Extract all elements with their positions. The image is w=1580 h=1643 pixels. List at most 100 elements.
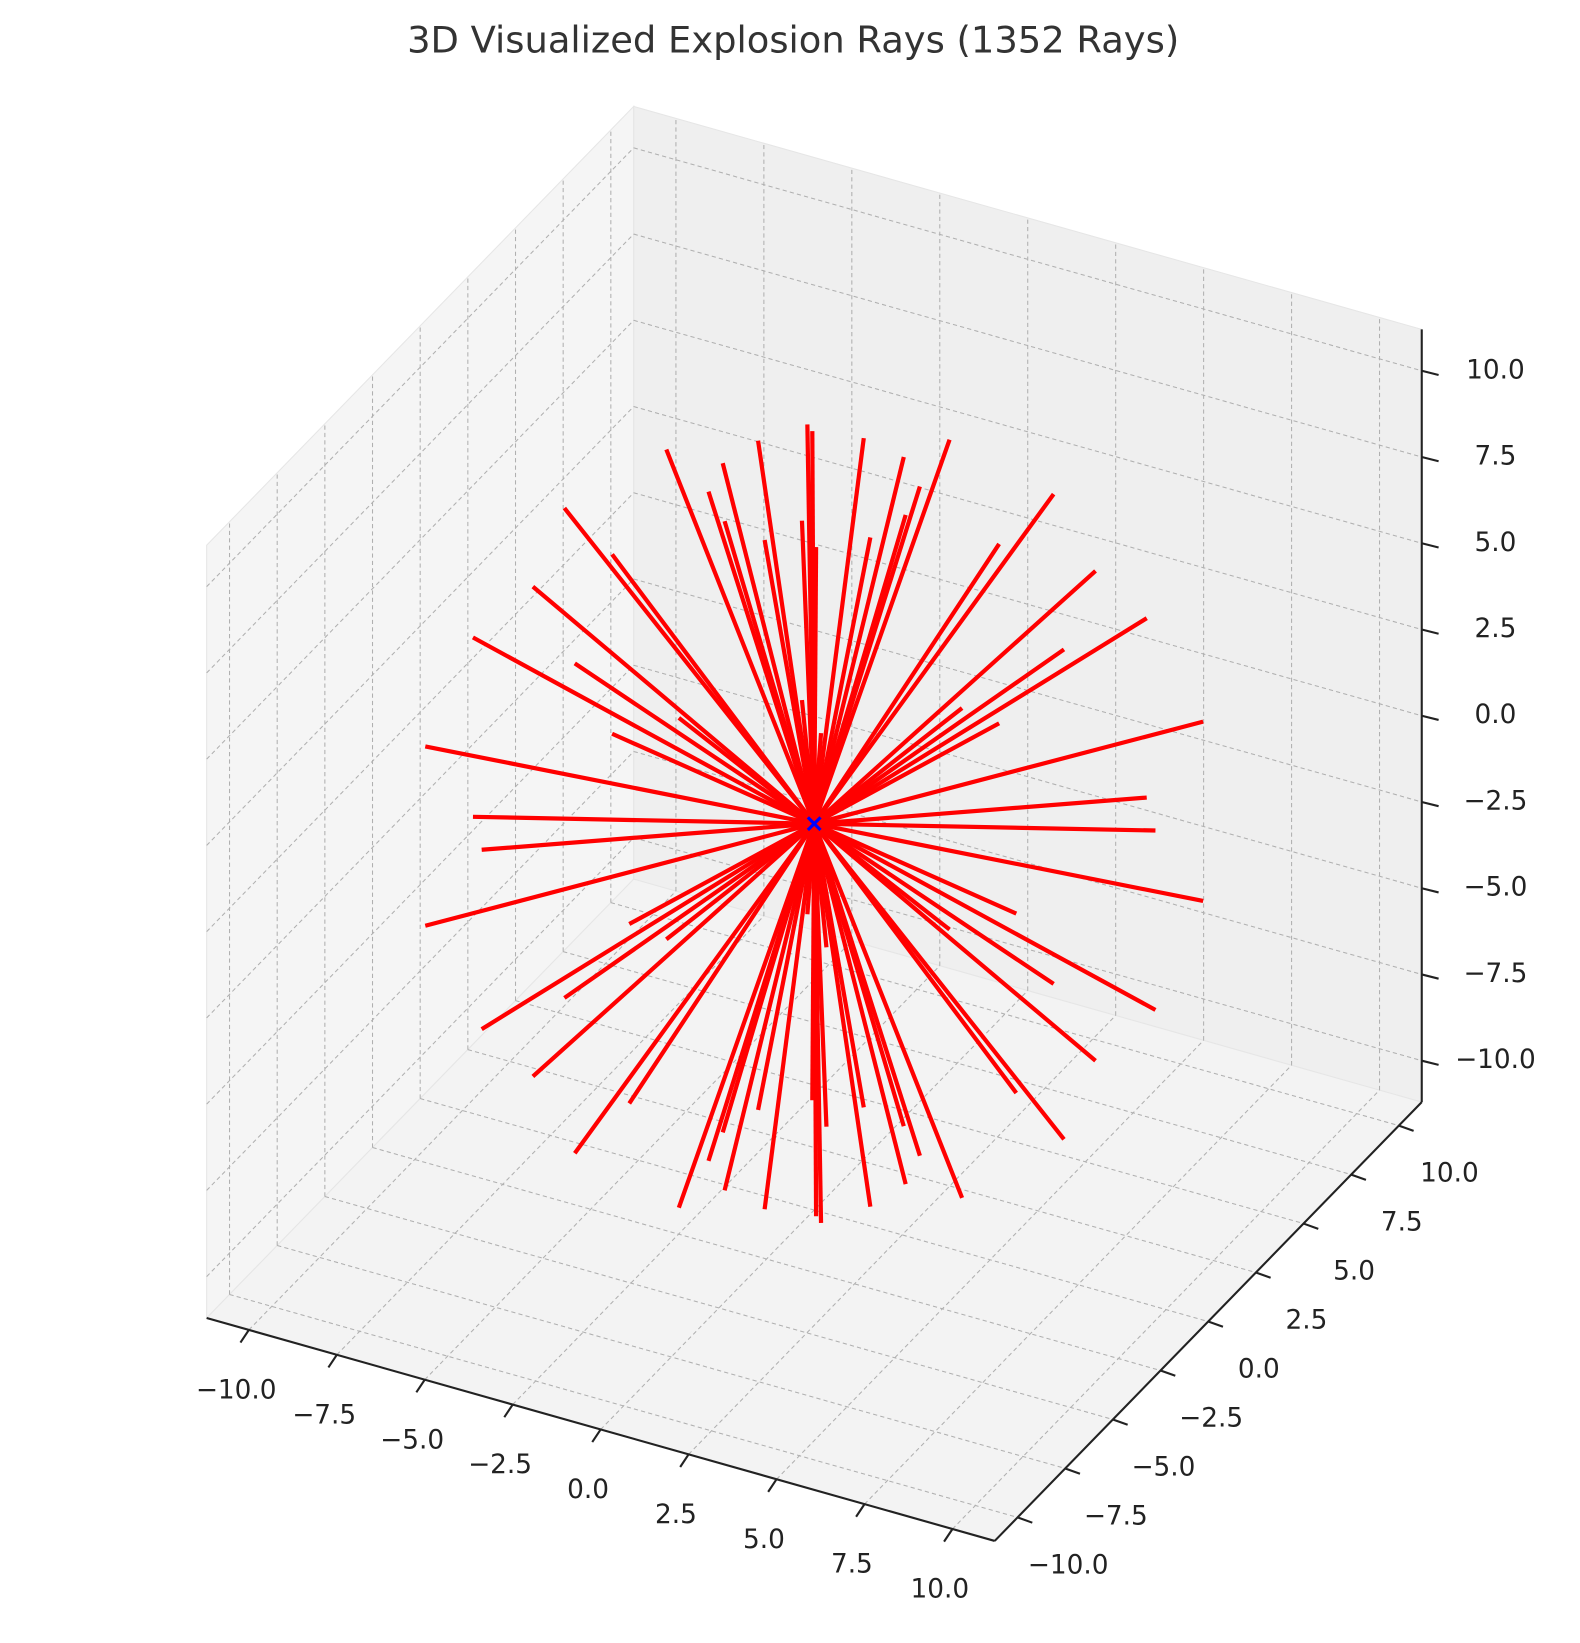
ray [664, 448, 817, 825]
ray [812, 569, 1097, 826]
ray [573, 822, 816, 1155]
grid-line [206, 578, 635, 1019]
z-tick-label: 10.0 [1466, 355, 1525, 385]
x-tick [503, 1403, 514, 1418]
z-tick-label: 2.5 [1475, 614, 1517, 644]
x-tick-label: −7.5 [292, 1400, 356, 1430]
x-tick-label: −2.5 [468, 1450, 532, 1480]
grid-line [324, 1195, 1114, 1420]
x-tick-label: 0.0 [567, 1475, 609, 1505]
z-tick [1421, 455, 1439, 463]
x-tick-label: 7.5 [831, 1550, 873, 1580]
ray [472, 814, 815, 826]
grid-line [688, 1015, 1117, 1455]
ray [627, 822, 816, 1105]
y-tick [1017, 1516, 1033, 1524]
ray [471, 635, 816, 826]
ray [562, 506, 816, 825]
grid-line [633, 492, 1422, 717]
grid-line [633, 837, 1422, 1062]
ray [812, 647, 1066, 826]
ray [812, 456, 906, 825]
ray [812, 822, 951, 932]
grid-line [206, 233, 635, 674]
y-tick [1303, 1222, 1319, 1230]
grid-line [229, 1293, 1018, 1518]
grid-line [424, 940, 853, 1381]
ray [611, 731, 816, 826]
z-tick-label: −2.5 [1464, 786, 1528, 816]
ray [563, 821, 816, 1000]
ray [812, 437, 866, 824]
x-tick [679, 1453, 690, 1468]
z-tick [1421, 714, 1439, 721]
y-tick-label: −7.5 [1084, 1501, 1148, 1531]
ray [812, 542, 1001, 825]
ray [722, 520, 817, 825]
grid-line [206, 319, 635, 760]
ray [813, 821, 1018, 916]
ray [812, 438, 952, 825]
y-tick-label: 10.0 [1420, 1159, 1479, 1189]
chart-title: 3D Visualized Explosion Rays (1352 Rays) [407, 19, 1179, 62]
ray [812, 537, 873, 825]
ray [720, 462, 817, 825]
y-tick [1350, 1173, 1367, 1181]
ray [628, 821, 816, 926]
ray [813, 821, 1157, 1012]
z-tick [1421, 542, 1439, 549]
ray [762, 823, 817, 1210]
ray [812, 823, 906, 1127]
grid-line [206, 492, 635, 932]
grid-line [206, 664, 635, 1105]
ray [812, 492, 1056, 825]
y-tick-label: 5.0 [1333, 1257, 1375, 1287]
ray [812, 822, 1018, 1095]
ray [573, 661, 816, 826]
ray [676, 822, 817, 1209]
z-tick [1421, 800, 1439, 808]
x-tick [327, 1354, 338, 1369]
grid-line [515, 1000, 1304, 1225]
z-tick [1421, 887, 1439, 894]
z-tick [1421, 628, 1439, 635]
z-tick-label: −5.0 [1464, 873, 1528, 903]
y-tick [1398, 1124, 1414, 1132]
y-tick-label: 7.5 [1381, 1208, 1423, 1238]
ray [812, 485, 922, 825]
ray [762, 539, 817, 825]
z-tick-label: −10.0 [1455, 1045, 1536, 1075]
grid-line [277, 1244, 1066, 1469]
x-tick-label: −5.0 [380, 1425, 444, 1455]
grid-line [633, 147, 1422, 372]
ray [531, 822, 816, 1079]
x-tick [855, 1503, 866, 1518]
y-tick-label: 2.5 [1286, 1305, 1328, 1335]
z-tick [1421, 973, 1439, 980]
y-tick [1160, 1369, 1176, 1377]
grid-line [633, 406, 1422, 631]
ray [812, 547, 819, 824]
ray [722, 823, 817, 1191]
origin-marker [806, 816, 822, 832]
y-tick-label: 0.0 [1238, 1354, 1280, 1384]
ray [756, 823, 817, 1111]
x-tick [415, 1379, 426, 1393]
ray [813, 616, 1148, 826]
x-tick [767, 1478, 778, 1493]
ray [814, 795, 1147, 826]
ray [424, 744, 815, 826]
grid-line [864, 1064, 1292, 1505]
grid-line [372, 1147, 1161, 1371]
grid-line [206, 406, 635, 846]
x-tick-label: 10.0 [911, 1575, 970, 1605]
y-tick-label: −2.5 [1179, 1403, 1243, 1433]
grid-line [610, 902, 1400, 1127]
ray [481, 821, 815, 852]
z-tick [1421, 369, 1439, 377]
z-tick-label: 0.0 [1475, 700, 1517, 730]
z-tick-label: 7.5 [1475, 442, 1517, 472]
y-tick-label: −5.0 [1131, 1452, 1195, 1482]
z-tick-label: 5.0 [1475, 528, 1517, 558]
